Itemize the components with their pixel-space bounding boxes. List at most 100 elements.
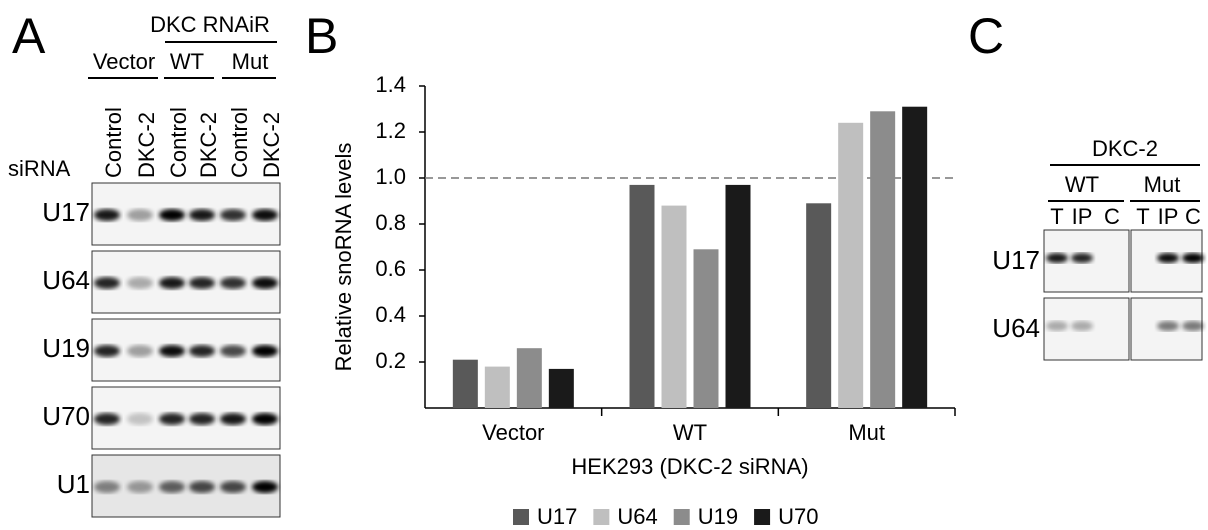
band	[94, 277, 120, 289]
bar	[902, 107, 927, 408]
x-axis-label: HEK293 (DKC-2 siRNA)	[571, 454, 808, 479]
legend-label: U17	[537, 504, 577, 529]
band	[220, 481, 246, 493]
legend-label: U64	[617, 504, 657, 529]
blot	[92, 455, 280, 517]
bar	[630, 185, 655, 408]
band	[189, 413, 215, 425]
row-label: U70	[42, 401, 90, 431]
bar	[870, 111, 895, 408]
band	[252, 277, 278, 289]
band	[127, 345, 153, 357]
bar	[517, 348, 542, 408]
group-header: DKC-2	[1092, 136, 1158, 161]
band	[94, 481, 120, 493]
panel-label: B	[305, 8, 338, 64]
lane-label: Control	[101, 107, 126, 178]
bar	[694, 249, 719, 408]
y-tick-label: 0.2	[375, 348, 406, 373]
band	[252, 209, 278, 221]
band	[1157, 253, 1179, 263]
legend-label: U70	[778, 504, 818, 529]
row-label: U64	[42, 265, 90, 295]
group-label: Mut	[1144, 172, 1181, 197]
band	[189, 209, 215, 221]
band	[127, 481, 153, 493]
bar	[453, 360, 478, 408]
band	[1157, 321, 1179, 331]
row-label: U19	[42, 333, 90, 363]
band	[220, 209, 246, 221]
x-tick-label: Vector	[482, 420, 544, 445]
band	[159, 481, 185, 493]
band	[94, 345, 120, 357]
band	[94, 413, 120, 425]
y-tick-label: 0.4	[375, 302, 406, 327]
y-tick-label: 1.2	[375, 118, 406, 143]
lane-label: C	[1104, 204, 1120, 229]
blot	[92, 251, 280, 313]
band	[252, 481, 278, 493]
band	[159, 277, 185, 289]
x-tick-label: Mut	[848, 420, 885, 445]
blot	[92, 319, 280, 381]
bar	[485, 367, 510, 408]
lane-label: IP	[1158, 204, 1179, 229]
y-tick-label: 0.8	[375, 210, 406, 235]
band	[159, 413, 185, 425]
row-label: U17	[992, 245, 1040, 275]
bar	[662, 206, 687, 408]
group-header: DKC RNAiR	[150, 12, 270, 37]
lane-label: DKC-2	[196, 112, 221, 178]
band	[1071, 321, 1093, 331]
y-tick-label: 1.4	[375, 72, 406, 97]
x-tick-label: WT	[673, 420, 707, 445]
y-axis-label: Relative snoRNA levels	[331, 143, 356, 372]
lane-label: IP	[1072, 204, 1093, 229]
lane-label: DKC-2	[134, 112, 159, 178]
lane-label: T	[1050, 204, 1063, 229]
legend-swatch	[593, 509, 609, 525]
group-label: WT	[1065, 172, 1099, 197]
legend-swatch	[513, 509, 529, 525]
band	[189, 345, 215, 357]
band	[189, 481, 215, 493]
band	[94, 209, 120, 221]
lane-title: siRNA	[8, 156, 71, 181]
band	[220, 413, 246, 425]
lane-label: Control	[227, 107, 252, 178]
lane-label: DKC-2	[259, 112, 284, 178]
bar	[549, 369, 574, 408]
legend-swatch	[674, 509, 690, 525]
band	[1182, 321, 1204, 331]
group-label: Vector	[93, 49, 155, 74]
panel-label: C	[968, 8, 1004, 64]
row-label: U64	[992, 313, 1040, 343]
band	[159, 345, 185, 357]
group-label: WT	[170, 49, 204, 74]
legend-swatch	[754, 509, 770, 525]
row-label: U1	[57, 469, 90, 499]
band	[127, 209, 153, 221]
band	[1046, 253, 1068, 263]
lane-label: Control	[166, 107, 191, 178]
band	[127, 413, 153, 425]
legend-label: U19	[698, 504, 738, 529]
y-tick-label: 0.6	[375, 256, 406, 281]
band	[1071, 253, 1093, 263]
band	[127, 277, 153, 289]
bar	[838, 123, 863, 408]
band	[252, 345, 278, 357]
y-tick-label: 1.0	[375, 164, 406, 189]
panel-label: A	[12, 8, 46, 64]
band	[1182, 253, 1204, 263]
band	[220, 277, 246, 289]
bar	[726, 185, 751, 408]
lane-label: T	[1136, 204, 1149, 229]
blot	[92, 183, 280, 245]
row-label: U17	[42, 197, 90, 227]
figure: A DKC RNAiR Vector WT Mut siRNA ControlD…	[0, 0, 1208, 530]
bar	[806, 203, 831, 408]
